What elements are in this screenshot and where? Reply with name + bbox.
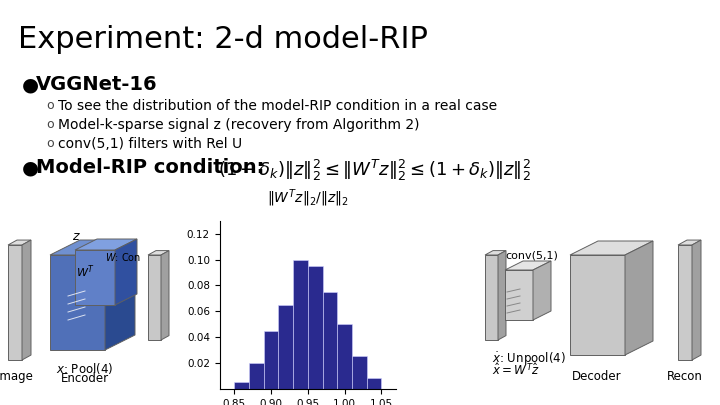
- Text: conv(5,1): conv(5,1): [505, 250, 558, 260]
- Polygon shape: [148, 251, 169, 255]
- Polygon shape: [678, 245, 692, 360]
- Bar: [293, 260, 308, 389]
- Bar: [308, 266, 323, 389]
- Text: To see the distribution of the model-RIP condition in a real case: To see the distribution of the model-RIP…: [58, 99, 497, 113]
- Text: ●: ●: [22, 158, 39, 177]
- Bar: [337, 324, 352, 389]
- Polygon shape: [148, 255, 161, 340]
- Text: Encoder: Encoder: [61, 372, 109, 385]
- Text: $\hat{x} = W^T \hat{z}$: $\hat{x} = W^T \hat{z}$: [492, 362, 540, 378]
- Polygon shape: [485, 251, 506, 255]
- Text: ●: ●: [22, 75, 39, 94]
- Polygon shape: [533, 261, 551, 320]
- Text: $(1 - \delta_k)\|z\|_2^2 \leq \|W^T z\|_2^2 \leq (1 + \delta_k)\|z\|_2^2$: $(1 - \delta_k)\|z\|_2^2 \leq \|W^T z\|_…: [218, 158, 531, 183]
- Text: conv(5,1) filters with Rel U: conv(5,1) filters with Rel U: [58, 137, 242, 151]
- Polygon shape: [570, 241, 653, 255]
- Bar: [323, 292, 337, 389]
- Polygon shape: [692, 240, 701, 360]
- Polygon shape: [75, 239, 137, 250]
- Polygon shape: [498, 251, 506, 340]
- Text: $W$: Con: $W$: Con: [105, 251, 141, 263]
- Text: Decoder: Decoder: [572, 370, 622, 383]
- Text: o: o: [46, 137, 53, 150]
- Text: o: o: [46, 99, 53, 112]
- Bar: [234, 382, 249, 389]
- Text: Experiment: 2-d model-RIP: Experiment: 2-d model-RIP: [18, 25, 428, 54]
- Bar: [279, 305, 293, 389]
- Text: Model-k-sparse signal z (recovery from Algorithm 2): Model-k-sparse signal z (recovery from A…: [58, 118, 420, 132]
- Bar: [264, 330, 279, 389]
- Polygon shape: [161, 251, 169, 340]
- Text: $\|W^T z\|_2/\|z\|_2$: $\|W^T z\|_2/\|z\|_2$: [267, 188, 348, 209]
- Polygon shape: [50, 255, 105, 350]
- Polygon shape: [485, 255, 498, 340]
- Text: VGGNet-16: VGGNet-16: [36, 75, 158, 94]
- Text: Image: Image: [0, 370, 33, 383]
- Polygon shape: [50, 240, 135, 255]
- Text: z: z: [72, 230, 78, 243]
- Polygon shape: [505, 261, 551, 270]
- Polygon shape: [8, 245, 22, 360]
- Text: $\dot{x}$: Unpool(4): $\dot{x}$: Unpool(4): [492, 351, 566, 369]
- Polygon shape: [570, 255, 625, 355]
- Polygon shape: [8, 240, 31, 245]
- Text: $x$: Pool(4): $x$: Pool(4): [56, 361, 114, 376]
- Polygon shape: [115, 239, 137, 305]
- Bar: [366, 378, 382, 389]
- Polygon shape: [75, 250, 115, 305]
- Text: $W^T$: $W^T$: [76, 263, 95, 280]
- Text: o: o: [46, 118, 53, 131]
- Polygon shape: [22, 240, 31, 360]
- Bar: [249, 363, 264, 389]
- Polygon shape: [625, 241, 653, 355]
- Bar: [352, 356, 366, 389]
- Text: Model-RIP condition:: Model-RIP condition:: [36, 158, 264, 177]
- Polygon shape: [105, 240, 135, 350]
- Polygon shape: [678, 240, 701, 245]
- Text: Recon: Recon: [667, 370, 703, 383]
- Polygon shape: [505, 270, 533, 320]
